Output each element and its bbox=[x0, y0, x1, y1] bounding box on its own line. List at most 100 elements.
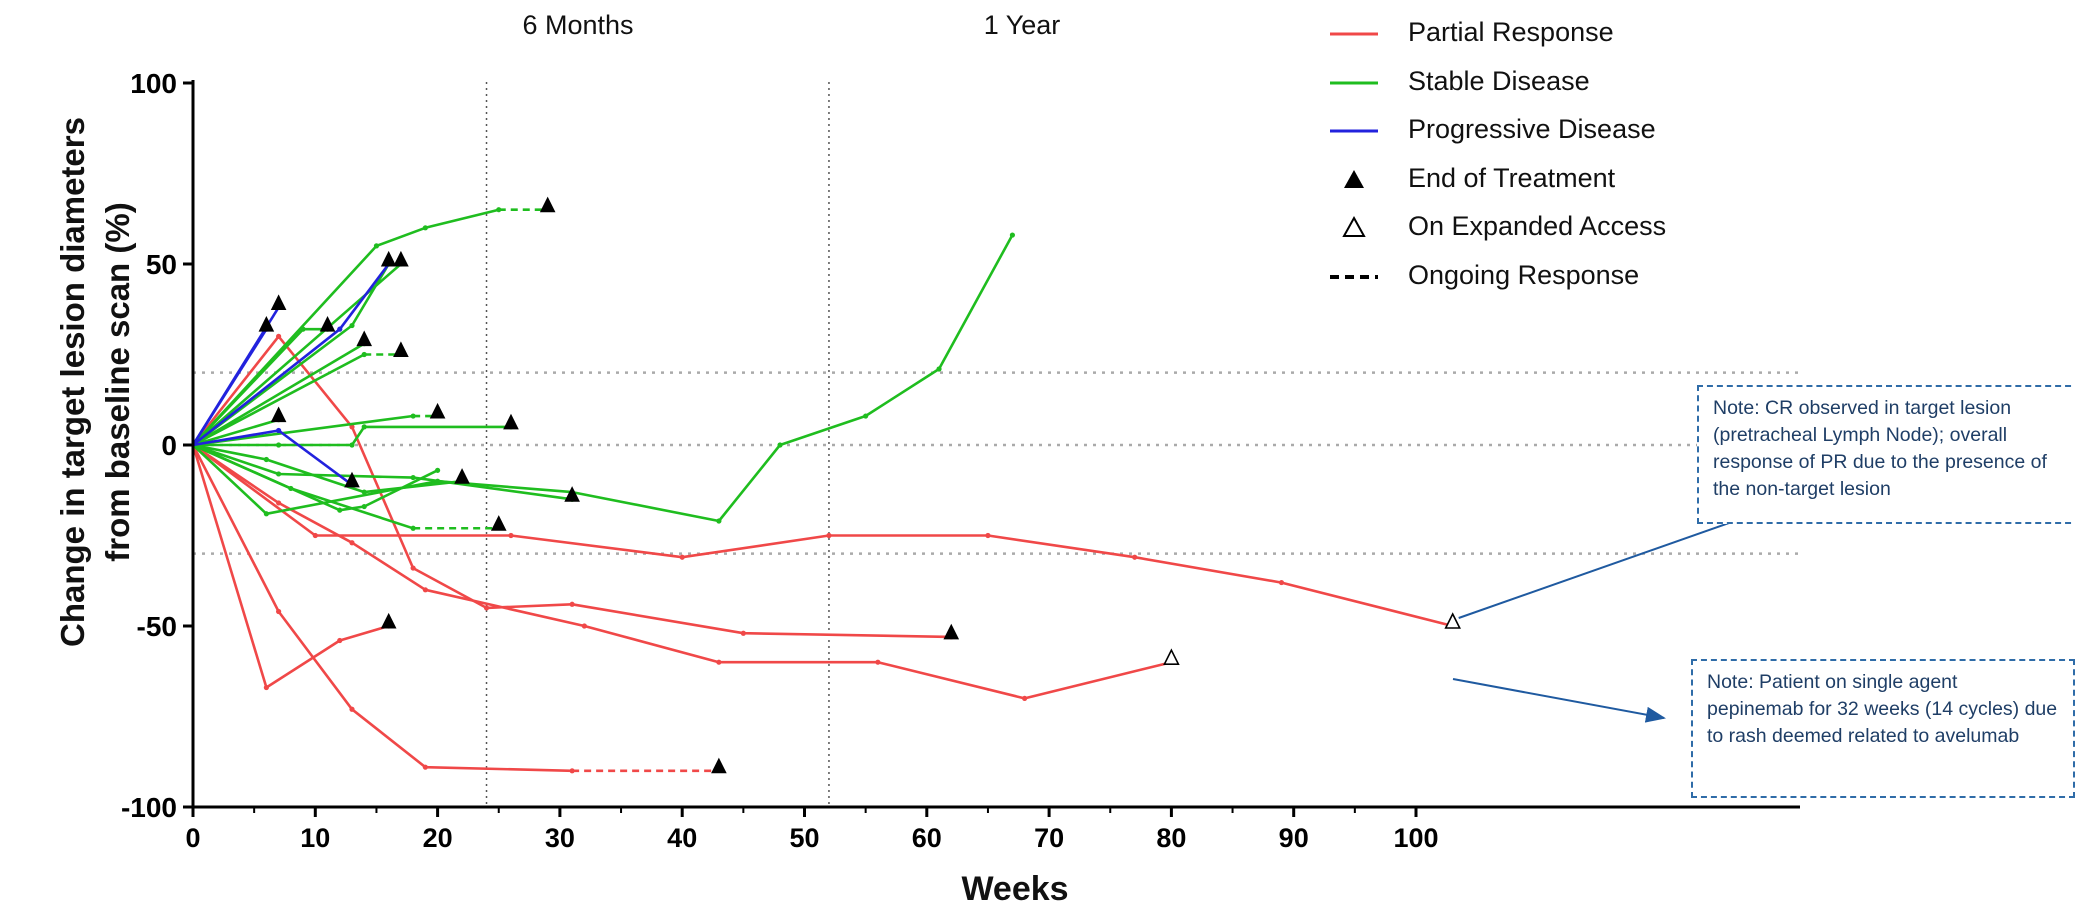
series-line-11 bbox=[192, 342, 365, 447]
data-point bbox=[581, 623, 587, 629]
end-of-treatment-marker bbox=[564, 486, 580, 502]
series-line-6 bbox=[192, 208, 500, 446]
legend-item-end-of-treatment: End of Treatment bbox=[1330, 160, 1750, 209]
axes: 100 50 0 -50 -100 0 10 20 30 40 50 60 70 80 90 100 bbox=[121, 68, 1800, 853]
data-point bbox=[716, 659, 722, 665]
data-point bbox=[1022, 695, 1028, 702]
data-point bbox=[337, 326, 343, 332]
x-tick-label: 10 bbox=[300, 823, 330, 853]
data-point bbox=[875, 659, 881, 665]
y-tick-label: -50 bbox=[137, 611, 177, 642]
end-of-treatment-marker bbox=[270, 406, 287, 423]
end-of-treatment-marker bbox=[270, 294, 287, 310]
y-axis-label: Change in target lesion diameters from b… bbox=[54, 117, 136, 647]
legend-green-line-icon bbox=[1330, 81, 1378, 84]
series-line-12 bbox=[192, 414, 414, 447]
x-tick-label: 70 bbox=[1034, 823, 1064, 853]
filled-triangle-icon bbox=[1344, 169, 1364, 188]
data-point bbox=[740, 630, 746, 636]
end-of-treatment-marker bbox=[356, 330, 373, 347]
data-point bbox=[276, 471, 282, 477]
ref-label-1-year: 1 Year bbox=[983, 10, 1061, 40]
legend-label: On Expanded Access bbox=[1408, 211, 1667, 241]
end-of-treatment-marker bbox=[380, 250, 397, 267]
legend-label: Progressive Disease bbox=[1408, 114, 1656, 144]
legend: Partial Response Stable Disease Progress… bbox=[1330, 14, 1750, 305]
end-of-treatment-marker bbox=[539, 196, 556, 213]
data-point bbox=[422, 225, 428, 231]
x-axis-label: Weeks bbox=[961, 870, 1069, 908]
series-line-15 bbox=[192, 234, 1014, 523]
x-tick-label: 50 bbox=[789, 823, 819, 853]
y-tick-label: -100 bbox=[121, 792, 177, 823]
end-of-treatment-marker bbox=[429, 402, 446, 419]
data-point bbox=[312, 532, 318, 539]
legend-item-partial-response: Partial Response bbox=[1330, 14, 1750, 63]
legend-label: Stable Disease bbox=[1408, 65, 1590, 96]
dashed-line-icon bbox=[1330, 274, 1378, 279]
series-line-19 bbox=[192, 443, 573, 501]
end-of-treatment-marker bbox=[380, 612, 397, 629]
data-point bbox=[373, 243, 380, 249]
data-point bbox=[276, 333, 282, 339]
end-of-treatment-marker bbox=[490, 515, 507, 531]
data-point bbox=[483, 605, 490, 611]
data-point bbox=[349, 706, 355, 712]
data-point bbox=[422, 764, 428, 770]
open-triangle-icon bbox=[1342, 215, 1366, 237]
data-point bbox=[263, 456, 269, 463]
data-point bbox=[349, 322, 355, 329]
legend-label: Partial Response bbox=[1408, 17, 1614, 47]
data-point bbox=[361, 489, 367, 495]
series-line-18 bbox=[192, 443, 463, 494]
data-point bbox=[679, 554, 685, 560]
data-point bbox=[263, 684, 269, 691]
x-tick-label: 90 bbox=[1279, 823, 1309, 853]
data-point bbox=[337, 637, 343, 644]
legend-red-line-icon bbox=[1330, 32, 1378, 36]
legend-item-progressive-disease: Progressive Disease bbox=[1330, 111, 1750, 160]
marker-layer bbox=[258, 196, 1461, 774]
data-point bbox=[410, 565, 416, 571]
y-tick-label: 0 bbox=[161, 430, 177, 461]
data-point bbox=[263, 511, 269, 517]
x-tick-label: 0 bbox=[185, 823, 200, 853]
data-point bbox=[300, 326, 306, 332]
series-line-13 bbox=[192, 418, 279, 447]
data-point bbox=[349, 540, 355, 546]
data-point bbox=[410, 474, 416, 481]
end-of-treatment-marker bbox=[258, 316, 275, 332]
data-point bbox=[508, 532, 514, 539]
y-tick-label: 100 bbox=[130, 68, 177, 99]
end-of-treatment-marker bbox=[503, 413, 519, 430]
legend-item-ongoing-response: Ongoing Response bbox=[1330, 257, 1750, 306]
legend-label: Ongoing Response bbox=[1408, 259, 1640, 290]
data-point bbox=[276, 427, 282, 434]
series-line-3 bbox=[191, 335, 952, 639]
data-point bbox=[276, 442, 282, 448]
legend-item-stable-disease: Stable Disease bbox=[1330, 63, 1750, 112]
data-point bbox=[826, 532, 832, 539]
series-line-1 bbox=[191, 444, 390, 689]
data-point bbox=[361, 503, 367, 510]
x-tick-label: 60 bbox=[912, 823, 942, 853]
series-layer bbox=[191, 207, 1456, 774]
data-point bbox=[936, 366, 942, 372]
end-of-treatment-marker bbox=[943, 623, 960, 640]
data-point bbox=[569, 601, 575, 607]
expanded-access-marker bbox=[1163, 648, 1180, 666]
data-point bbox=[985, 532, 991, 539]
data-point bbox=[422, 587, 428, 593]
note-cr-observed: Note: CR observed in target lesion (pret… bbox=[1697, 385, 2075, 524]
data-point bbox=[276, 608, 282, 615]
ref-label-6-months: 6 Months bbox=[522, 10, 634, 40]
data-point bbox=[435, 467, 441, 473]
data-point bbox=[1278, 579, 1285, 586]
end-of-treatment-marker bbox=[319, 316, 336, 332]
data-point bbox=[349, 442, 355, 448]
end-of-treatment-marker bbox=[454, 468, 470, 484]
data-point bbox=[1132, 554, 1138, 560]
data-point bbox=[863, 413, 869, 419]
end-of-treatment-marker bbox=[711, 757, 727, 774]
